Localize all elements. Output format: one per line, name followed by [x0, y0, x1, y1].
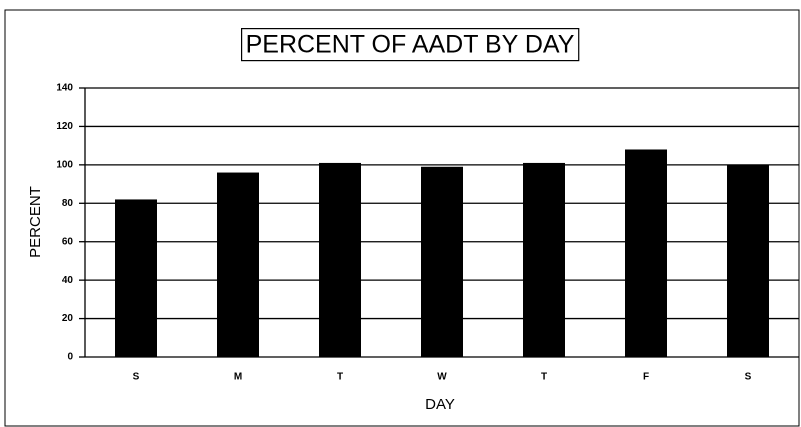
x-tick-label: S — [133, 372, 140, 383]
x-tick-label: F — [643, 372, 649, 383]
bar — [523, 162, 565, 357]
y-tick-label: 80 — [62, 198, 74, 209]
x-axis-label: DAY — [425, 396, 455, 413]
chart-frame — [4, 9, 800, 427]
x-tick-label: W — [437, 372, 447, 383]
y-tick-label: 120 — [56, 121, 73, 132]
bar — [727, 164, 769, 357]
y-tick-label: 60 — [62, 236, 74, 247]
x-tick-label: T — [541, 372, 547, 383]
bar — [217, 172, 259, 357]
y-tick-label: 100 — [56, 159, 73, 170]
y-tick-label: 40 — [62, 275, 74, 286]
x-tick-label: M — [234, 372, 242, 383]
chart-title: PERCENT OF AADT BY DAY — [246, 31, 575, 59]
bar — [115, 199, 157, 357]
y-tick-label: 0 — [67, 352, 73, 363]
bar — [319, 162, 361, 357]
x-tick-label: S — [745, 372, 752, 383]
title-box — [241, 28, 580, 62]
y-tick-label: 20 — [62, 313, 74, 324]
y-axis-label: PERCENT — [27, 186, 44, 258]
bar — [625, 149, 667, 357]
x-tick-label: T — [337, 372, 343, 383]
bar — [421, 166, 463, 357]
y-tick-label: 140 — [56, 83, 73, 94]
